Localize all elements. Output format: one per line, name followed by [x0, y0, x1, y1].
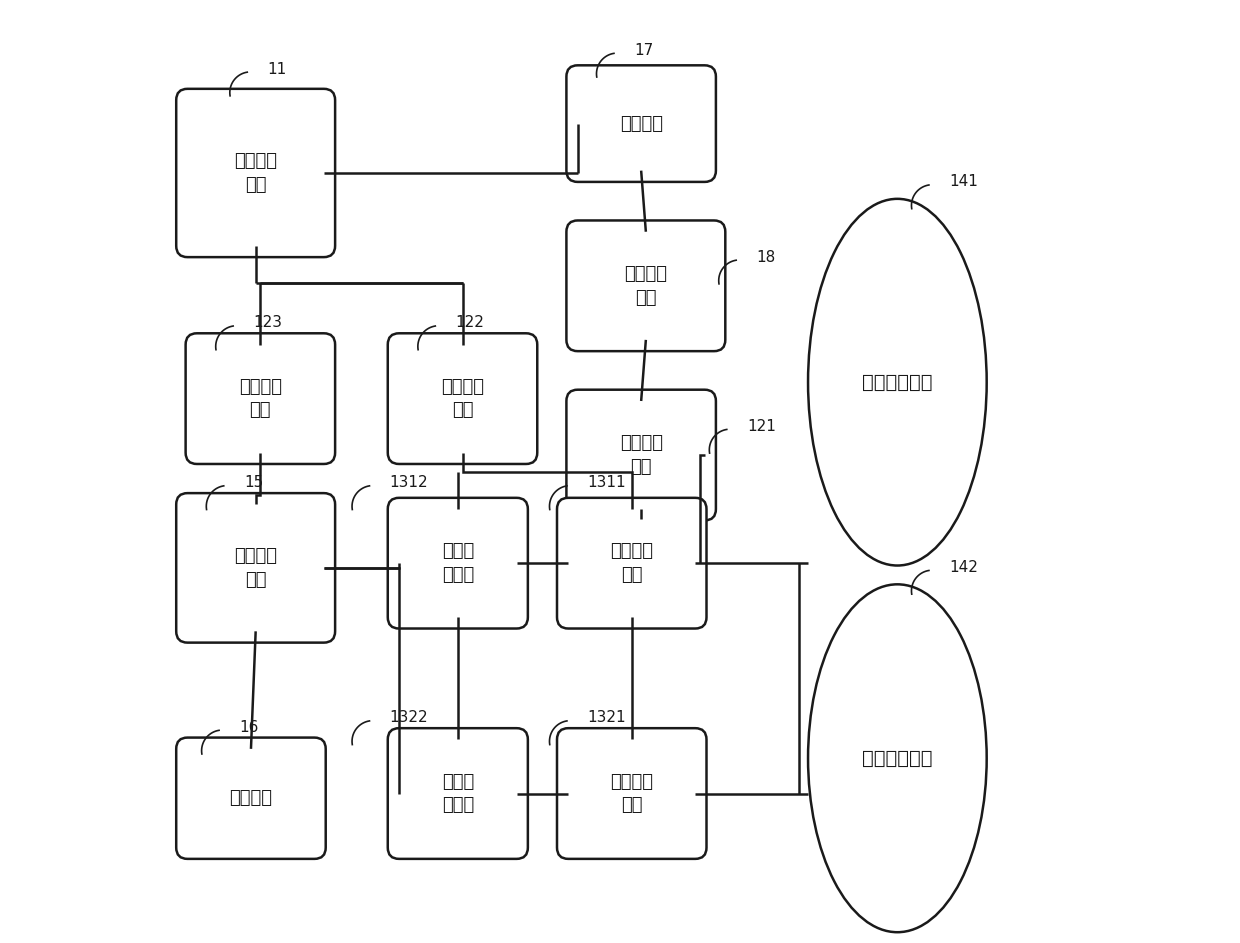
Text: 第二发射线圈: 第二发射线圈	[862, 749, 932, 768]
Text: 1321: 1321	[587, 710, 626, 725]
Text: 15: 15	[244, 475, 263, 490]
Text: 第二驱
动模块: 第二驱 动模块	[441, 772, 474, 815]
Text: 驱动电路: 驱动电路	[620, 115, 662, 133]
FancyBboxPatch shape	[388, 333, 537, 464]
Text: 1312: 1312	[389, 475, 428, 490]
Text: 第一逆变
模块: 第一逆变 模块	[610, 542, 653, 584]
Text: 122: 122	[455, 316, 485, 330]
FancyBboxPatch shape	[567, 389, 715, 521]
FancyBboxPatch shape	[388, 728, 528, 859]
Text: 123: 123	[253, 316, 283, 330]
FancyBboxPatch shape	[567, 65, 715, 182]
Ellipse shape	[808, 199, 987, 566]
Text: 11: 11	[268, 61, 286, 76]
Text: 第一驱
动模块: 第一驱 动模块	[441, 542, 474, 584]
Text: 17: 17	[634, 42, 653, 58]
FancyBboxPatch shape	[186, 333, 335, 464]
Text: 第二逆变
模块: 第二逆变 模块	[610, 772, 653, 815]
Text: 16: 16	[239, 720, 259, 735]
FancyBboxPatch shape	[176, 89, 335, 257]
Text: 充电控制
电路: 充电控制 电路	[234, 547, 278, 588]
Text: 指示电路: 指示电路	[229, 789, 273, 807]
FancyBboxPatch shape	[388, 498, 528, 629]
Text: 第二稳压
电路: 第二稳压 电路	[620, 434, 662, 476]
FancyBboxPatch shape	[176, 737, 326, 859]
Text: 第三稳压
电路: 第三稳压 电路	[239, 378, 281, 420]
Text: 过压保护
电路: 过压保护 电路	[625, 265, 667, 306]
Text: 第一发射线圈: 第一发射线圈	[862, 372, 932, 391]
Text: 18: 18	[756, 250, 775, 265]
Text: 1311: 1311	[587, 475, 626, 490]
Text: 第一稳压
电路: 第一稳压 电路	[441, 378, 484, 420]
Text: 1322: 1322	[389, 710, 428, 725]
FancyBboxPatch shape	[557, 498, 707, 629]
FancyBboxPatch shape	[557, 728, 707, 859]
Text: 142: 142	[949, 560, 978, 575]
Ellipse shape	[808, 585, 987, 933]
FancyBboxPatch shape	[567, 221, 725, 351]
FancyBboxPatch shape	[176, 493, 335, 642]
Text: 121: 121	[746, 419, 776, 434]
Text: 电源输入
接口: 电源输入 接口	[234, 152, 278, 193]
Text: 141: 141	[949, 174, 978, 190]
